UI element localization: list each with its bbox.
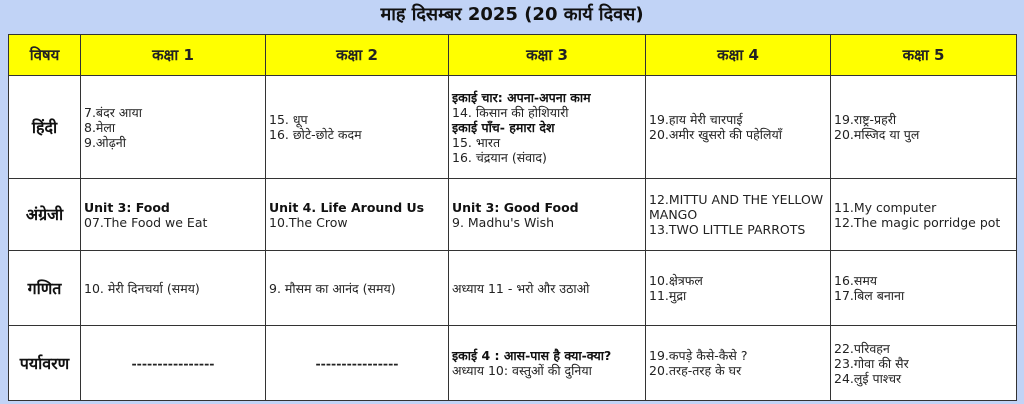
- unit-heading: इकाई पाँच- हमारा देश: [452, 119, 555, 135]
- lesson-item: ----------------: [315, 355, 399, 371]
- lesson-item: 10.क्षेत्रफल: [649, 273, 703, 288]
- table-row: अंग्रेजी Unit 3: Food 07.The Food we Eat Un…: [8, 178, 1017, 251]
- lesson-cell: 16.समय 17.बिल बनाना: [830, 250, 1017, 326]
- unit-heading: Unit 3: Good Food: [452, 199, 579, 215]
- lesson-item: 9. Madhu's Wish: [452, 214, 555, 230]
- lesson-cell: 15. धूप 16. छोटे-छोटे कदम: [265, 75, 449, 179]
- lesson-cell: Unit 4. Life Around Us 10.The Crow: [265, 178, 449, 251]
- column-header: विषय: [8, 34, 81, 76]
- lesson-item: 13.TWO LITTLE PARROTS: [649, 222, 806, 237]
- lesson-item: 10.The Crow: [269, 214, 348, 230]
- unit-heading: Unit 3: Food: [84, 199, 170, 215]
- lesson-cell: 19.कपड़े कैसे-कैसे ? 20.तरह-तरह के घर: [645, 325, 831, 401]
- table-row: पर्यावरण ---------------- ----------------…: [8, 325, 1017, 401]
- lesson-cell: 11.My computer 12.The magic porridge pot: [830, 178, 1017, 251]
- subject-cell: हिंदी: [8, 75, 81, 179]
- lesson-item: 07.The Food we Eat: [84, 214, 208, 230]
- lesson-cell: 22.परिवहन 23.गोवा की सैर 24.लुई पाश्चर: [830, 325, 1017, 401]
- lesson-item: 7.बंदर आया: [84, 104, 143, 120]
- lesson-item: 20.तरह-तरह के घर: [649, 363, 742, 378]
- lesson-item: 19.राष्ट्र-प्रहरी: [834, 112, 897, 127]
- lesson-cell: ----------------: [265, 325, 449, 401]
- lesson-item: 15. धूप: [269, 112, 308, 127]
- lesson-item: अध्याय 11 - भरो और उठाओ: [452, 280, 590, 296]
- lesson-cell: 19.राष्ट्र-प्रहरी 20.मस्जिद या पुल: [830, 75, 1017, 179]
- unit-heading: इकाई 4 : आस-पास है क्या-क्या?: [452, 348, 612, 363]
- column-header: कक्षा 1: [80, 34, 266, 76]
- lesson-item: 11.My computer: [834, 199, 937, 215]
- lesson-item: अध्याय 10: वस्तुओं की दुनिया: [452, 363, 592, 378]
- lesson-cell: 12.MITTU AND THE YELLOW MANGO 13.TWO LITTL…: [645, 178, 831, 251]
- lesson-cell: 19.हाय मेरी चारपाई 20.अमीर खुसरो की पहेलि…: [645, 75, 831, 179]
- lesson-cell: 10. मेरी दिनचर्या (समय): [80, 250, 266, 326]
- lesson-item: 9.ओढ़नी: [84, 134, 126, 150]
- syllabus-table: विषय कक्षा 1 कक्षा 2 कक्षा 3 कक्षा 4 कक्षा 5 …: [8, 34, 1017, 401]
- lesson-item: 19.हाय मेरी चारपाई: [649, 112, 743, 127]
- column-header: कक्षा 5: [830, 34, 1017, 76]
- lesson-cell: इकाई 4 : आस-पास है क्या-क्या? अध्याय 10: …: [448, 325, 646, 401]
- lesson-item: 20.मस्जिद या पुल: [834, 127, 920, 142]
- lesson-item: 24.लुई पाश्चर: [834, 370, 902, 386]
- lesson-item: 16. चंद्रयान (संवाद): [452, 149, 547, 165]
- lesson-item: 12.The magic porridge pot: [834, 214, 1001, 230]
- lesson-item: 10. मेरी दिनचर्या (समय): [84, 280, 200, 296]
- lesson-cell: 7.बंदर आया 8.मेला 9.ओढ़नी: [80, 75, 266, 179]
- lesson-item: MANGO: [649, 207, 698, 222]
- lesson-item: 12.MITTU AND THE YELLOW: [649, 192, 824, 207]
- lesson-cell: Unit 3: Food 07.The Food we Eat: [80, 178, 266, 251]
- lesson-cell: 9. मौसम का आनंद (समय): [265, 250, 449, 326]
- table-row: हिंदी 7.बंदर आया 8.मेला 9.ओढ़नी 15. धूप 16. छ…: [8, 75, 1017, 179]
- lesson-item: 19.कपड़े कैसे-कैसे ?: [649, 348, 748, 363]
- lesson-item: 16.समय: [834, 273, 878, 288]
- lesson-cell: इकाई चार: अपना-अपना काम 14. किसान की होशि…: [448, 75, 646, 179]
- header-row: विषय कक्षा 1 कक्षा 2 कक्षा 3 कक्षा 4 कक्षा 5: [8, 34, 1017, 76]
- subject-cell: पर्यावरण: [8, 325, 81, 401]
- lesson-item: 22.परिवहन: [834, 340, 890, 356]
- lesson-item: ----------------: [131, 355, 215, 371]
- subject-cell: गणित: [8, 250, 81, 326]
- lesson-cell: अध्याय 11 - भरो और उठाओ: [448, 250, 646, 326]
- lesson-item: 16. छोटे-छोटे कदम: [269, 127, 362, 142]
- lesson-item: 11.मुद्रा: [649, 288, 687, 303]
- column-header: कक्षा 3: [448, 34, 646, 76]
- lesson-cell: 10.क्षेत्रफल 11.मुद्रा: [645, 250, 831, 326]
- lesson-item: 23.गोवा की सैर: [834, 355, 909, 371]
- table-row: गणित 10. मेरी दिनचर्या (समय) 9. मौसम का आन…: [8, 250, 1017, 326]
- unit-heading: Unit 4. Life Around Us: [269, 199, 425, 215]
- lesson-item: 8.मेला: [84, 119, 116, 135]
- lesson-item: 17.बिल बनाना: [834, 288, 905, 303]
- lesson-item: 14. किसान की होशियारी: [452, 104, 569, 120]
- subject-cell: अंग्रेजी: [8, 178, 81, 251]
- lesson-item: 20.अमीर खुसरो की पहेलियाँ: [649, 127, 782, 142]
- column-header: कक्षा 2: [265, 34, 449, 76]
- column-header: कक्षा 4: [645, 34, 831, 76]
- unit-heading: इकाई चार: अपना-अपना काम: [452, 89, 591, 105]
- lesson-cell: Unit 3: Good Food 9. Madhu's Wish: [448, 178, 646, 251]
- page-title: माह दिसम्बर 2025 (20 कार्य दिवस): [380, 4, 644, 25]
- lesson-item: 15. भारत: [452, 134, 501, 150]
- lesson-cell: ----------------: [80, 325, 266, 401]
- lesson-item: 9. मौसम का आनंद (समय): [269, 280, 396, 296]
